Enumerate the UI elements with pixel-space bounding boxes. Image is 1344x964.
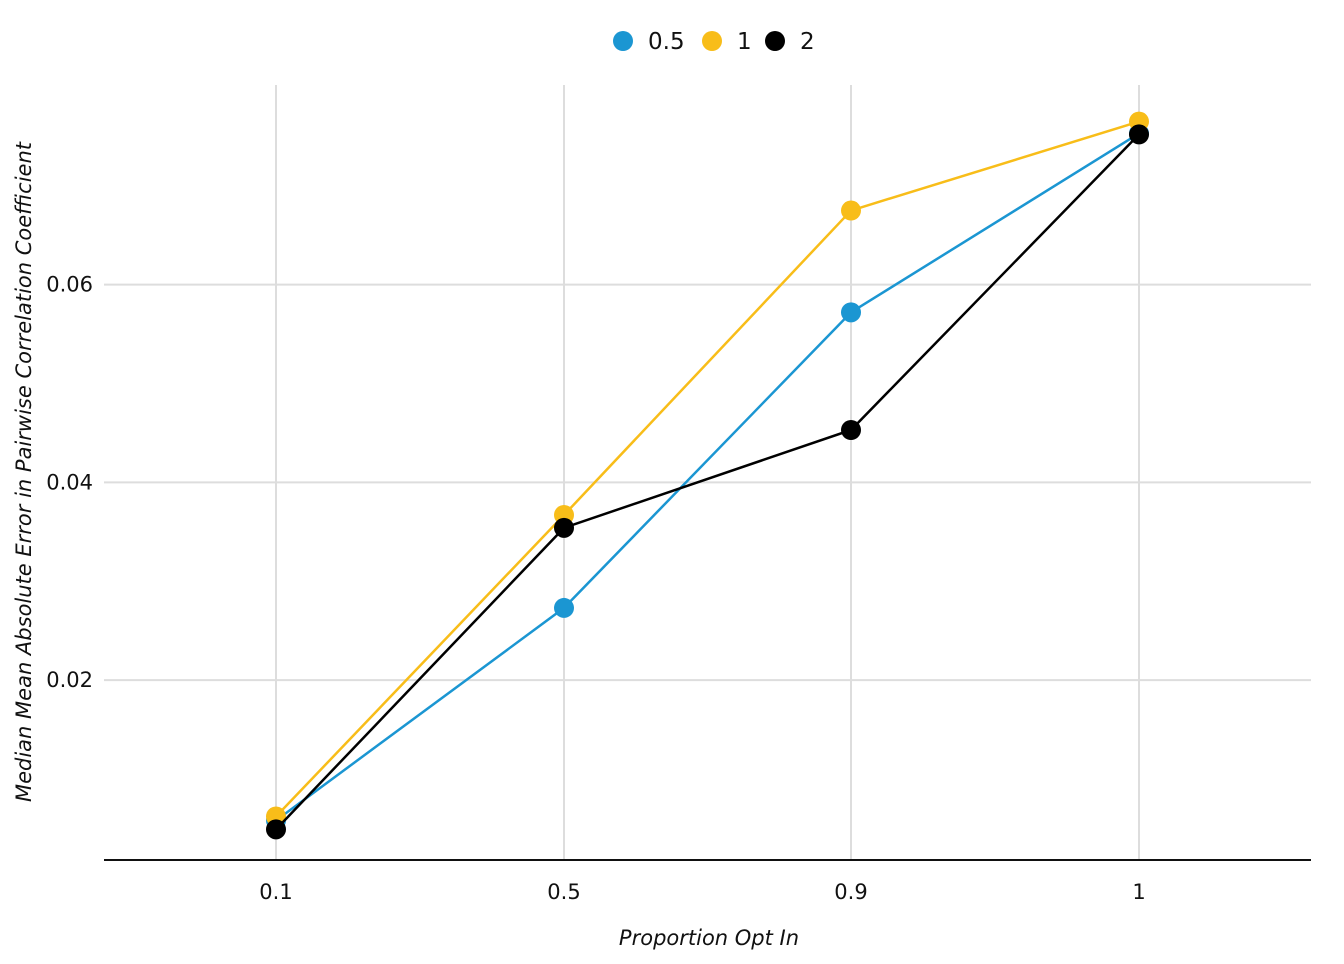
legend-marker (765, 31, 785, 51)
data-point (841, 419, 861, 440)
data-point (554, 517, 574, 538)
y-tick-label: 0.06 (46, 273, 93, 297)
legend-item: 0.5 (613, 29, 685, 55)
x-axis-title: Proportion Opt In (619, 926, 799, 950)
series-1 (266, 111, 1149, 827)
x-tick-labels: 0.1 0.5 0.9 1 (259, 880, 1145, 904)
y-tick-label: 0.02 (46, 668, 93, 692)
legend-label: 2 (800, 29, 815, 55)
series-2 (266, 124, 1149, 840)
x-tick-label: 0.5 (547, 880, 580, 904)
data-point (554, 597, 574, 618)
grid (104, 85, 1311, 860)
x-tick-label: 0.1 (259, 880, 292, 904)
legend-marker (702, 31, 722, 51)
series-line (275, 133, 1140, 831)
series-line (275, 132, 1140, 822)
x-tick-label: 1 (1132, 880, 1145, 904)
data-point (841, 200, 861, 221)
legend: 0.5 1 2 (613, 29, 815, 55)
legend-label: 1 (737, 29, 752, 55)
series-line (275, 120, 1140, 818)
data-point (266, 819, 286, 840)
data-point (1129, 124, 1149, 145)
legend-item: 1 (702, 29, 752, 55)
legend-marker (613, 31, 633, 51)
y-axis-title: Median Mean Absolute Error in Pairwise C… (12, 141, 36, 802)
series-layer (266, 111, 1149, 840)
data-point (841, 302, 861, 323)
legend-item: 2 (765, 29, 815, 55)
y-tick-label: 0.04 (46, 470, 93, 494)
x-tick-label: 0.9 (834, 880, 867, 904)
series-0.5 (266, 123, 1149, 831)
legend-label: 0.5 (648, 29, 685, 55)
y-tick-labels: 0.02 0.04 0.06 (46, 273, 93, 692)
